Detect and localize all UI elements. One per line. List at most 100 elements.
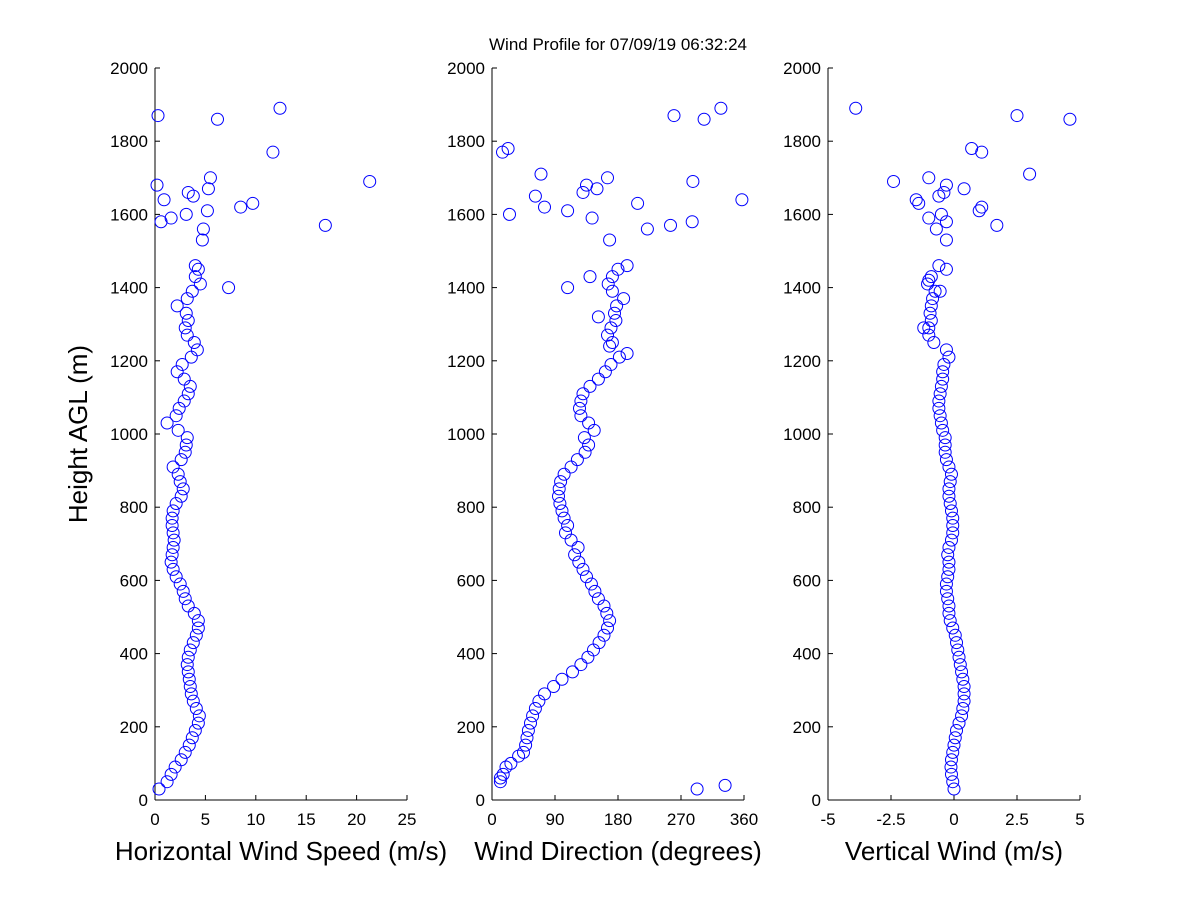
data-point <box>937 357 951 371</box>
data-point <box>584 577 598 591</box>
data-point <box>512 749 526 763</box>
y-tick-label: 1600 <box>447 205 485 224</box>
data-point <box>555 672 569 686</box>
data-point <box>956 702 970 715</box>
data-point <box>714 101 728 115</box>
data-point <box>189 628 203 642</box>
data-point <box>601 328 614 342</box>
data-point <box>941 570 955 584</box>
data-point <box>571 540 585 554</box>
data-point <box>617 292 631 306</box>
data-point <box>557 511 571 525</box>
data-point <box>947 738 961 752</box>
data-point <box>605 336 619 349</box>
y-tick-label: 200 <box>793 718 821 737</box>
data-point <box>591 592 605 606</box>
data-point <box>178 592 192 606</box>
data-point <box>566 665 579 679</box>
data-point <box>735 193 749 207</box>
data-point <box>501 142 515 156</box>
data-point <box>210 112 224 126</box>
data-point <box>922 321 936 335</box>
data-point <box>166 562 180 576</box>
data-point <box>936 365 950 379</box>
figure-title: Wind Profile for 07/09/19 06:32:24 <box>489 35 747 54</box>
data-point <box>943 475 957 489</box>
data-point <box>165 511 179 525</box>
data-point <box>191 262 205 276</box>
data-point <box>620 346 634 360</box>
data-point <box>934 416 948 430</box>
data-point <box>572 555 586 569</box>
data-point <box>631 196 645 210</box>
x-tick-label: 20 <box>347 810 366 829</box>
data-point <box>577 431 591 445</box>
data-point <box>201 182 215 196</box>
data-point <box>573 401 586 415</box>
data-point <box>601 621 614 635</box>
data-point <box>164 211 178 225</box>
data-point <box>924 270 938 284</box>
data-point <box>943 497 957 511</box>
data-point <box>923 306 937 320</box>
data-point <box>924 299 938 313</box>
data-point <box>603 233 617 247</box>
data-point <box>965 142 979 156</box>
data-point <box>171 423 185 437</box>
x-tick-label: 0 <box>487 810 496 829</box>
data-point <box>574 658 588 672</box>
x-axis-label: Horizontal Wind Speed (m/s) <box>115 836 447 866</box>
data-point <box>944 760 958 774</box>
data-point <box>608 306 621 320</box>
data-point <box>181 650 195 664</box>
data-point <box>526 709 540 723</box>
data-point <box>171 467 185 481</box>
data-point <box>934 379 948 393</box>
x-tick-label: 5 <box>1075 810 1084 829</box>
data-point <box>939 343 953 357</box>
y-tick-label: 1200 <box>110 352 148 371</box>
data-point <box>604 357 618 371</box>
data-point <box>180 658 194 672</box>
x-tick-label: 15 <box>297 810 316 829</box>
x-tick-label: 25 <box>398 810 417 829</box>
y-tick-label: 1400 <box>110 279 148 298</box>
data-point <box>601 277 615 291</box>
y-tick-label: 1200 <box>783 352 821 371</box>
data-point <box>610 299 624 313</box>
data-point <box>503 207 516 221</box>
data-points <box>150 101 377 796</box>
data-point <box>950 636 964 650</box>
data-point <box>640 222 654 236</box>
data-point <box>169 497 183 511</box>
data-point <box>521 723 535 737</box>
data-point <box>564 460 578 474</box>
data-point <box>1010 109 1024 123</box>
data-point <box>664 218 677 232</box>
data-point <box>552 489 565 503</box>
data-point <box>953 658 967 672</box>
data-point <box>273 101 287 115</box>
data-point <box>150 178 164 192</box>
data-point <box>936 372 950 386</box>
data-point <box>181 665 195 679</box>
data-point <box>170 299 184 313</box>
data-point <box>178 445 192 459</box>
data-point <box>174 453 188 467</box>
data-point <box>154 215 168 229</box>
data-point <box>921 277 935 291</box>
data-point <box>534 167 548 181</box>
data-point <box>912 196 926 210</box>
y-tick-label: 600 <box>457 571 485 590</box>
data-point <box>164 767 178 781</box>
data-point <box>184 350 198 364</box>
data-point <box>203 171 217 185</box>
data-point <box>939 453 953 467</box>
data-point <box>166 504 180 518</box>
y-tick-label: 800 <box>457 498 485 517</box>
data-point <box>187 606 201 620</box>
data-point <box>946 775 960 789</box>
data-point <box>933 284 947 298</box>
data-point <box>266 145 280 159</box>
data-point <box>975 200 989 214</box>
